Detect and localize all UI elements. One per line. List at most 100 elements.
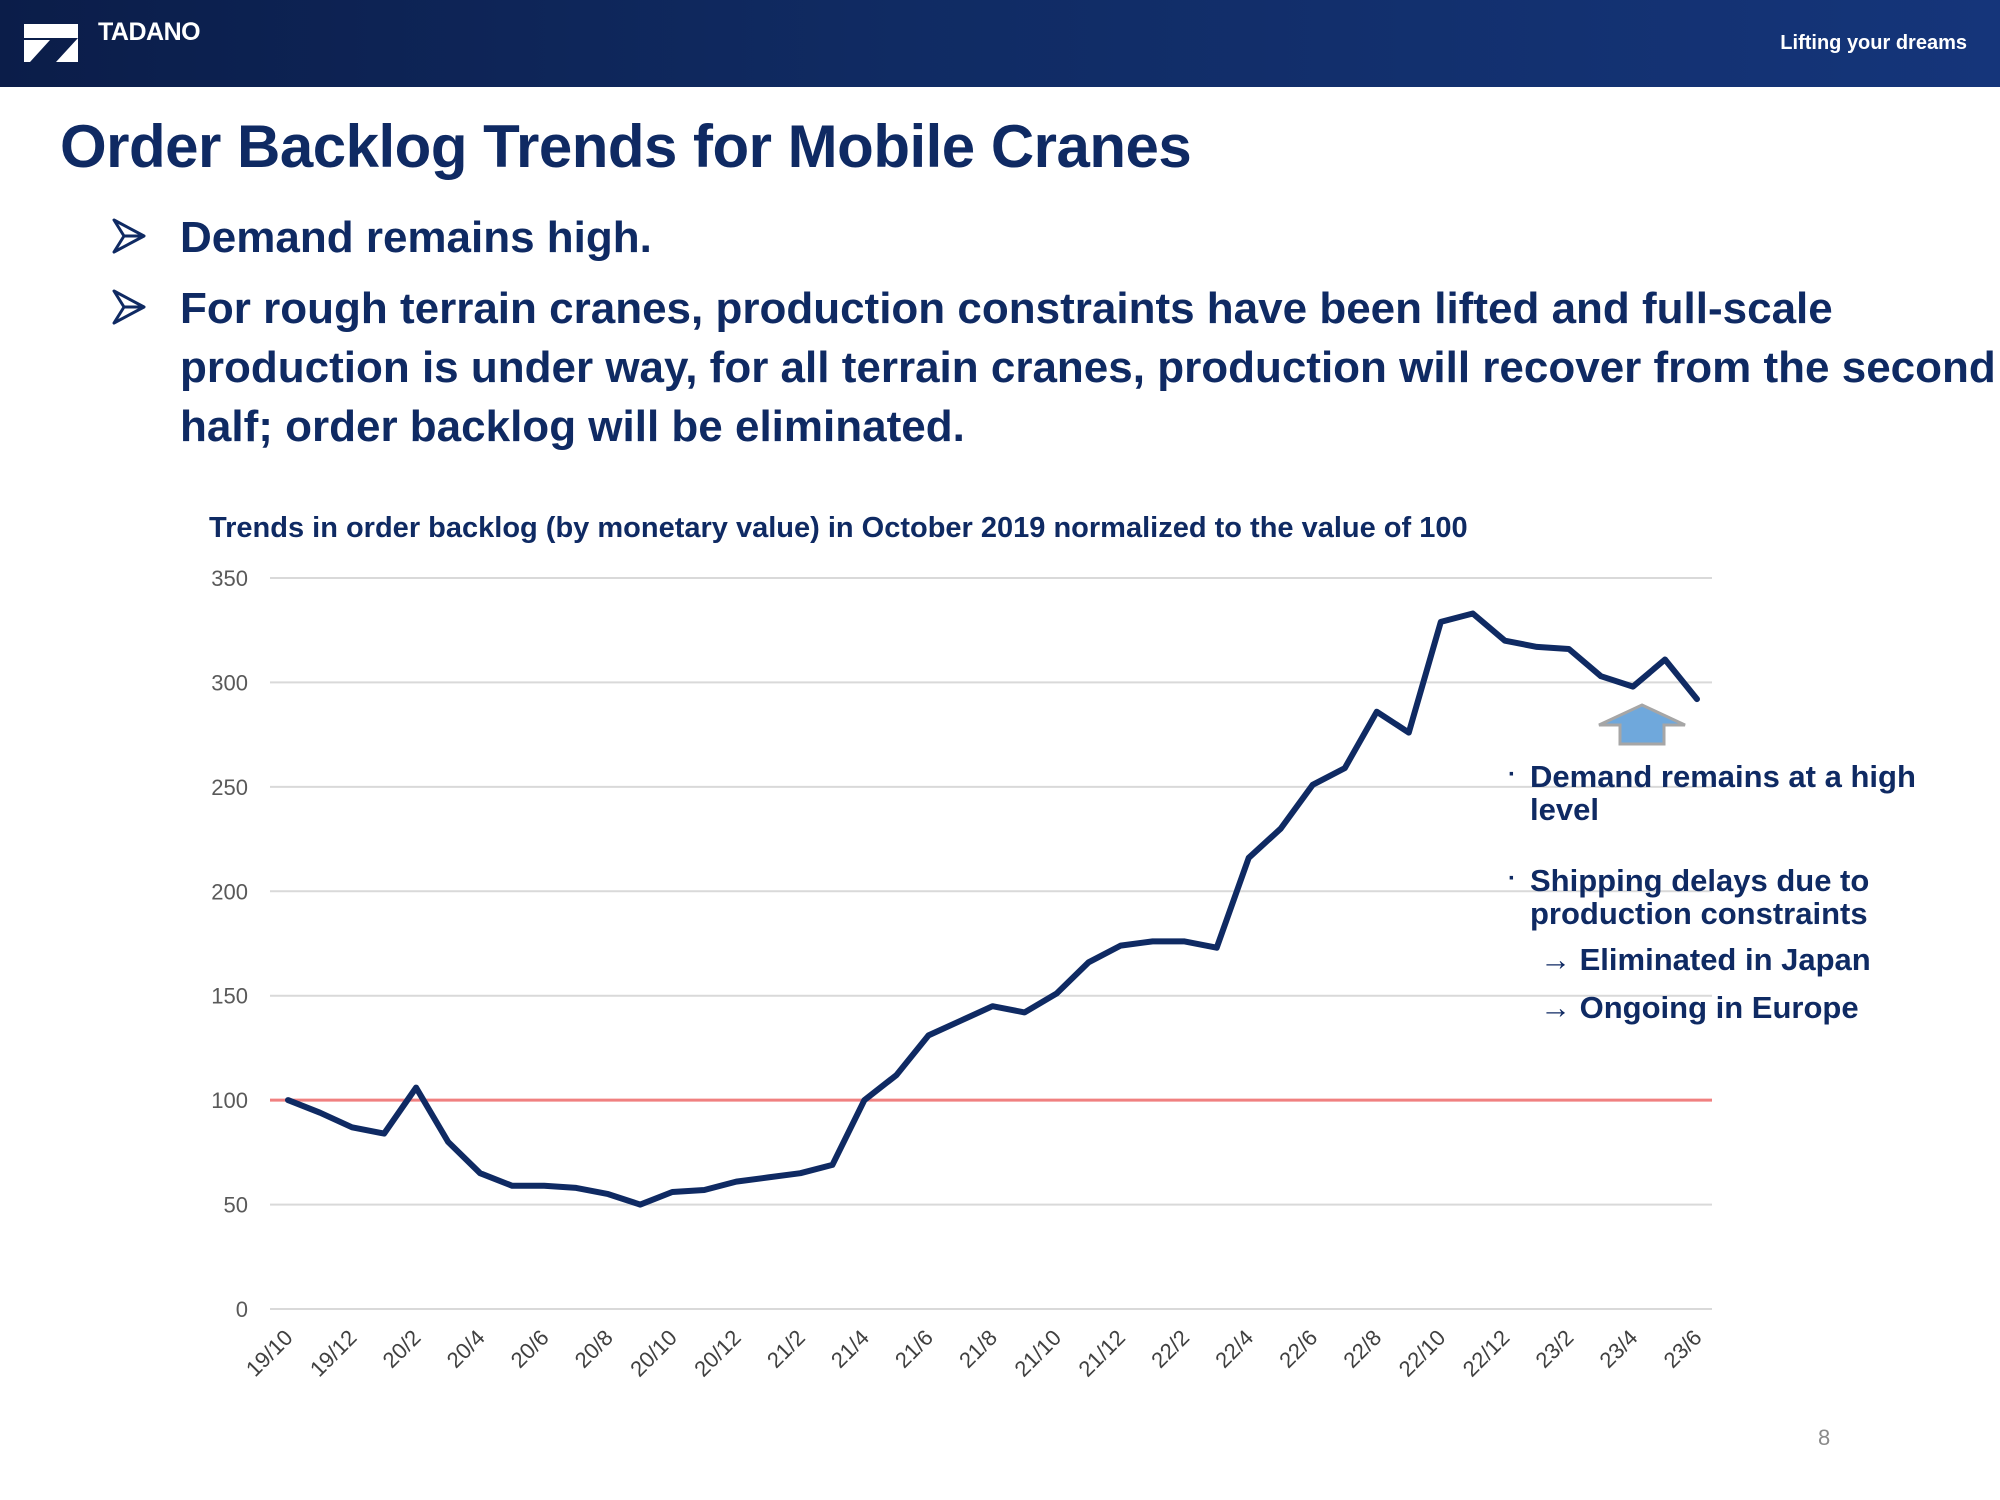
annotation-arrow-group: [1598, 703, 1686, 746]
data-point: [829, 1162, 835, 1168]
tadano-logo-icon: [24, 24, 78, 62]
data-point: [509, 1183, 515, 1189]
data-point: [765, 1174, 771, 1180]
data-point: [1150, 938, 1156, 944]
data-point: [669, 1189, 675, 1195]
data-point: [1246, 855, 1252, 861]
annotation-subitem-europe: → Ongoing in Europe: [1540, 990, 1859, 1025]
data-point: [797, 1170, 803, 1176]
y-tick-label: 200: [211, 879, 248, 904]
data-point: [381, 1131, 387, 1137]
data-point: [1278, 826, 1284, 832]
up-arrow-icon: [1598, 703, 1686, 746]
data-point: [1534, 644, 1540, 650]
x-tick-label: 21/8: [954, 1325, 1002, 1373]
data-point: [317, 1110, 323, 1116]
x-tick-label: 19/12: [305, 1325, 362, 1382]
header-bar: TADANO Lifting your dreams: [0, 0, 2000, 87]
data-point: [1438, 619, 1444, 625]
x-tick-label: 20/2: [378, 1325, 426, 1373]
x-tick-label: 21/12: [1074, 1325, 1131, 1382]
y-tick-label: 100: [211, 1088, 248, 1113]
data-point: [1054, 991, 1060, 997]
data-point: [1118, 943, 1124, 949]
y-tick-label: 0: [236, 1297, 248, 1322]
data-point: [285, 1097, 291, 1103]
data-point: [957, 1018, 963, 1024]
data-point: [1310, 782, 1316, 788]
data-point: [1470, 611, 1476, 617]
x-tick-label: 21/10: [1009, 1325, 1066, 1382]
bullet-dot-icon: ·: [1508, 865, 1516, 892]
bullet-text: Demand remains high.: [180, 213, 652, 262]
data-point: [1694, 696, 1700, 702]
data-point: [541, 1183, 547, 1189]
y-tick-label: 250: [211, 775, 248, 800]
x-tick-label: 23/2: [1530, 1325, 1578, 1373]
y-tick-label: 150: [211, 984, 248, 1009]
x-tick-label: 22/6: [1274, 1325, 1322, 1373]
annotation-demand: · Demand remains at a high level: [1508, 760, 1978, 826]
bullet-dot-icon: ·: [1508, 761, 1516, 788]
x-tick-label: 21/6: [890, 1325, 938, 1373]
brand-name: TADANO: [98, 18, 201, 46]
x-tick-label: 20/10: [625, 1325, 682, 1382]
y-tick-label: 350: [211, 566, 248, 591]
x-tick-label: 22/4: [1210, 1325, 1258, 1373]
annotation-text: Shipping delays due to production constr…: [1530, 863, 1870, 931]
data-point: [1214, 945, 1220, 951]
x-tick-label: 22/2: [1146, 1325, 1194, 1373]
y-tick-label: 300: [211, 670, 248, 695]
data-point: [733, 1179, 739, 1185]
x-tick-label: 22/12: [1458, 1325, 1515, 1382]
data-point: [413, 1085, 419, 1091]
y-tick-label: 50: [224, 1193, 248, 1218]
data-point: [1086, 959, 1092, 965]
x-tick-label: 21/4: [826, 1325, 874, 1373]
series-group: [285, 610, 1700, 1208]
data-point: [1598, 673, 1604, 679]
annotation-subitem-japan: → Eliminated in Japan: [1540, 942, 1871, 977]
x-tick-label: 21/2: [762, 1325, 810, 1373]
x-tick-label: 20/8: [570, 1325, 618, 1373]
data-point: [605, 1191, 611, 1197]
data-point: [1406, 730, 1412, 736]
data-point: [1182, 938, 1188, 944]
annotation-shipping: · Shipping delays due to production cons…: [1508, 864, 1978, 930]
x-tick-label: 20/6: [506, 1325, 554, 1373]
data-point: [701, 1187, 707, 1193]
data-point: [1630, 684, 1636, 690]
arrow-bullet-icon: [112, 218, 146, 254]
series-line: [285, 610, 1700, 1208]
data-point: [637, 1202, 643, 1208]
data-point: [573, 1185, 579, 1191]
arrow-bullet-icon: [112, 289, 146, 325]
chart-title: Trends in order backlog (by monetary val…: [209, 512, 1468, 544]
x-tick-label: 22/8: [1338, 1325, 1386, 1373]
data-point: [477, 1170, 483, 1176]
data-point: [445, 1139, 451, 1145]
x-tick-label: 23/4: [1595, 1325, 1643, 1373]
data-point: [1502, 638, 1508, 644]
data-point: [1022, 1009, 1028, 1015]
data-point: [349, 1124, 355, 1130]
data-point: [925, 1032, 931, 1038]
x-tick-label: 20/4: [442, 1325, 490, 1373]
y-axis-ticks: 0 50 100 150 200 250 300 350: [211, 566, 248, 1322]
page-number: 8: [1818, 1425, 1831, 1450]
x-tick-label: 23/6: [1659, 1325, 1707, 1373]
x-tick-label: 22/10: [1394, 1325, 1451, 1382]
data-point: [861, 1097, 867, 1103]
data-point: [893, 1072, 899, 1078]
grid-lines: [270, 577, 1712, 1310]
data-point: [1662, 656, 1668, 662]
annotation-text: Demand remains at a high level: [1530, 759, 1916, 827]
x-tick-label: 20/12: [689, 1325, 746, 1382]
bullet-text: For rough terrain cranes, production con…: [180, 284, 1996, 451]
data-point: [1566, 646, 1572, 652]
data-point: [990, 1003, 995, 1009]
data-point: [1342, 765, 1348, 771]
page-title: Order Backlog Trends for Mobile Cranes: [60, 113, 1192, 180]
data-point: [1374, 709, 1380, 715]
